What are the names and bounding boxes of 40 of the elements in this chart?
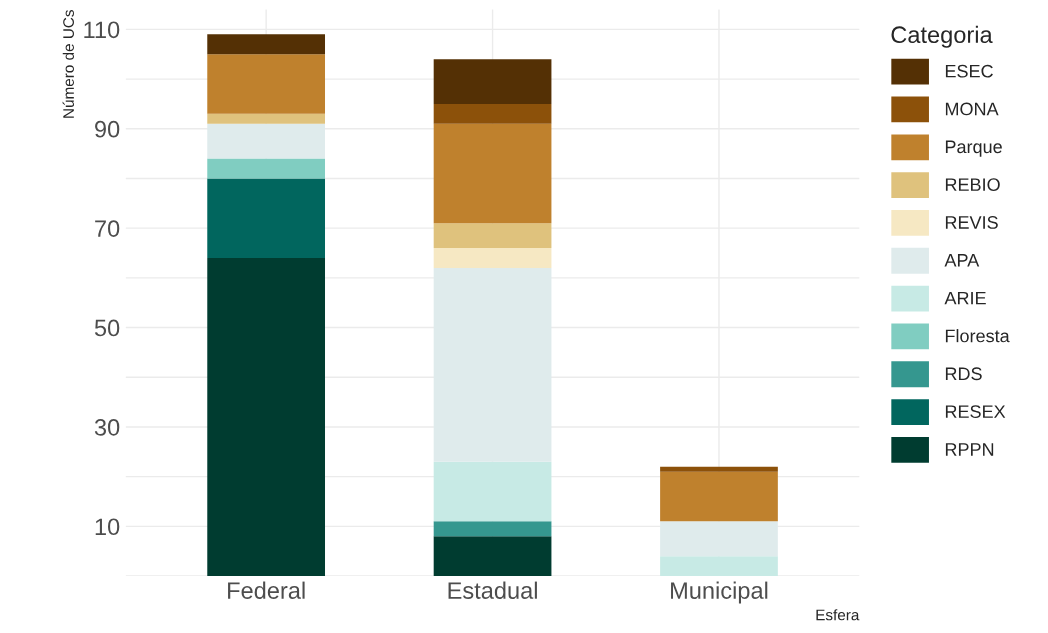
x-tick-label: Estadual	[448, 581, 537, 599]
x-tick-label: Municipal	[671, 581, 768, 604]
legend-label: MONA	[945, 102, 999, 116]
legend-label: ESEC	[945, 64, 993, 78]
bar	[433, 123, 552, 224]
y-tick-label: 30	[94, 419, 120, 436]
bar	[433, 461, 552, 522]
bar	[660, 556, 778, 577]
legend-label: APA	[944, 254, 980, 267]
legend-label: Floresta	[945, 329, 1010, 343]
y-tick-label: 90	[95, 120, 120, 138]
bar	[207, 54, 326, 114]
y-tick-label: 70	[95, 220, 120, 237]
bar	[433, 521, 552, 537]
legend-label: REBIO	[945, 178, 1000, 192]
bar	[207, 257, 326, 577]
bar	[207, 34, 326, 55]
y-tick-label: 50	[94, 319, 120, 337]
x-axis-title: Esfera	[816, 609, 860, 621]
bar	[207, 178, 326, 258]
x-tick-label: Federal	[228, 581, 305, 599]
y-tick-label: 10	[95, 518, 120, 536]
legend-label: RESEX	[945, 405, 1006, 418]
bar	[660, 466, 778, 472]
bar	[207, 113, 326, 124]
bar	[433, 248, 552, 268]
bar	[433, 223, 552, 249]
bar	[433, 536, 552, 577]
bar	[660, 471, 778, 522]
bar	[433, 103, 552, 124]
y-axis-title: Número de UCs	[62, 10, 74, 118]
legend-label: REVIS	[945, 216, 998, 229]
legend-title: Categoria	[891, 25, 993, 48]
legend-label: ARIE	[944, 291, 986, 305]
bar	[433, 59, 552, 104]
legend-label: RPPN	[945, 443, 994, 456]
legend-label: Parque	[945, 140, 1002, 157]
bar	[207, 158, 326, 179]
legend-label: RDS	[945, 367, 982, 381]
y-tick-label: 110	[84, 21, 120, 39]
